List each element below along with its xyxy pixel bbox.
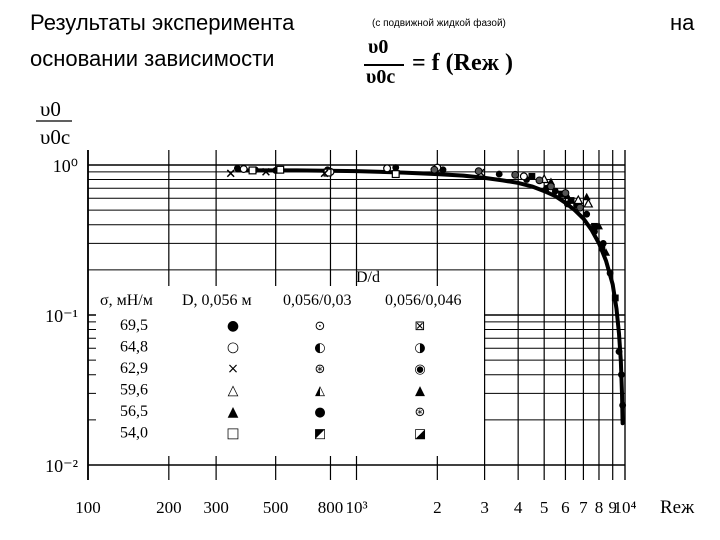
- legend-marker: ▲: [415, 384, 425, 399]
- legend-marker: ▲: [228, 404, 239, 420]
- formula-numerator: υ0: [368, 36, 389, 58]
- x-tick-label: 2: [433, 498, 442, 517]
- data-point: [618, 371, 625, 379]
- data-point: [558, 190, 565, 198]
- x-tick-label: 4: [514, 498, 523, 517]
- legend-header-col1: D, 0,056 м: [182, 292, 252, 309]
- legend-header-col2: 0,056/0,03: [283, 292, 351, 309]
- formula-fraction-bar: [364, 64, 404, 66]
- legend-sigma-value: 59,6: [120, 382, 148, 399]
- x-tick-label: 9: [608, 498, 617, 517]
- legend-sigma-value: 54,0: [120, 425, 148, 442]
- data-point: [583, 210, 591, 218]
- data-point: [573, 194, 584, 205]
- data-point: [226, 169, 235, 178]
- legend-marker: ×: [227, 361, 239, 377]
- data-point: [567, 197, 575, 204]
- x-tick-label: 8: [595, 498, 604, 517]
- formula: υ0 υ0c = f (Reж ): [360, 36, 590, 96]
- x-tick-label: 10⁴: [614, 498, 637, 517]
- fit-curve: [235, 168, 625, 426]
- x-tick-label: 500: [263, 498, 289, 517]
- data-point: [391, 170, 400, 179]
- legend-marker: ○: [227, 340, 239, 356]
- legend-sigma-value: 56,5: [120, 403, 148, 420]
- legend-marker: ◭: [315, 384, 325, 399]
- data-point: [383, 164, 392, 173]
- legend-marker: ⊛: [315, 362, 326, 377]
- data-point: [519, 172, 528, 181]
- legend-marker: ◉: [414, 362, 425, 377]
- x-tick-label: 100: [75, 498, 101, 517]
- legend-marker: ⊛: [415, 405, 426, 420]
- legend-box: [96, 286, 484, 456]
- data-point: [551, 187, 559, 195]
- legend-marker: ◩: [314, 427, 326, 442]
- x-tick-label: 300: [203, 498, 229, 517]
- data-point: [320, 169, 329, 178]
- data-point: [619, 401, 627, 409]
- legend-group-label: D/d: [356, 269, 380, 286]
- data-point: [233, 164, 241, 172]
- data-point: [561, 189, 570, 197]
- y-axis-label-num: υ0: [40, 97, 61, 121]
- data-point: [535, 176, 544, 185]
- formula-rhs: = f (Reж ): [412, 50, 514, 76]
- x-tick-label: 3: [480, 498, 489, 517]
- data-point: [511, 170, 520, 179]
- data-point: [583, 198, 594, 208]
- legend-marker: △: [228, 383, 239, 399]
- data-point: [611, 294, 619, 302]
- y-tick-label: 10⁻²: [45, 456, 78, 476]
- y-axis-label-den: υ0c: [40, 125, 70, 149]
- data-point: [430, 165, 439, 174]
- x-tick-label: 200: [156, 498, 182, 517]
- data-point: [528, 172, 536, 180]
- x-tick-label: 6: [561, 498, 570, 517]
- data-point: [615, 348, 623, 356]
- data-point: [392, 164, 400, 172]
- data-point: [591, 228, 598, 235]
- data-point: [439, 166, 447, 174]
- data-point: [576, 203, 584, 212]
- legend-marker: ●: [227, 318, 239, 334]
- legend-marker: ⊙: [315, 319, 326, 334]
- title-line1-right: на: [670, 10, 695, 35]
- y-tick-label: 10⁻¹: [45, 306, 78, 326]
- data-point: [239, 165, 248, 174]
- x-tick-label: 5: [540, 498, 549, 517]
- legend-marker: ⊠: [415, 319, 426, 334]
- legend-marker: ◐: [314, 341, 325, 356]
- x-tick-label: 10³: [345, 498, 367, 517]
- y-tick-label: 10⁰: [53, 156, 78, 176]
- data-point: [474, 167, 483, 176]
- data-point: [598, 244, 606, 252]
- x-tick-label: 7: [579, 498, 588, 517]
- data-point: [602, 248, 611, 256]
- data-point: [582, 192, 591, 201]
- legend-header-sigma: σ, мН/м: [100, 292, 153, 309]
- legend-marker: ●: [314, 405, 325, 420]
- data-point: [591, 222, 598, 230]
- legend-marker: ◑: [414, 341, 425, 356]
- legend-marker: ◪: [414, 427, 426, 442]
- legend-sigma-value: 64,8: [120, 339, 148, 356]
- legend-header-col3: 0,056/0,046: [385, 292, 461, 309]
- x-axis-label: Reж: [660, 497, 695, 518]
- legend-sigma-value: 69,5: [120, 317, 148, 334]
- legend-sigma-value: 62,9: [120, 360, 148, 377]
- data-point: [495, 170, 503, 178]
- title-line2: основании зависимости: [30, 46, 275, 71]
- title-line1-paren: (с подвижной жидкой фазой): [372, 18, 506, 29]
- data-point: [606, 269, 614, 277]
- x-tick-label: 800: [318, 498, 344, 517]
- data-point: [262, 167, 270, 176]
- title-line1-left: Результаты эксперимента: [30, 10, 295, 35]
- formula-denominator: υ0c: [366, 66, 396, 88]
- data-point: [248, 166, 257, 175]
- legend-marker: □: [226, 426, 239, 442]
- data-point: [547, 182, 555, 191]
- data-point: [276, 165, 285, 174]
